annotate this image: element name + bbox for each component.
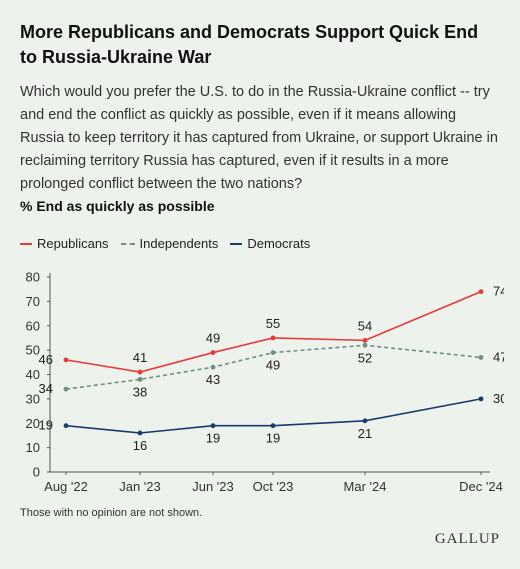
- y-tick-label: 60: [26, 318, 40, 333]
- data-point-republicans: [210, 350, 216, 355]
- data-point-republicans: [270, 335, 276, 341]
- x-tick-label: Aug '22: [44, 479, 88, 494]
- chart-title: More Republicans and Democrats Support Q…: [20, 22, 479, 67]
- data-label-independents: 52: [358, 350, 372, 365]
- data-label-democrats: 16: [133, 438, 147, 453]
- data-point-democrats: [210, 423, 216, 429]
- data-label-republicans: 54: [358, 318, 372, 333]
- y-tick-label: 40: [26, 367, 40, 382]
- series-line-republicans: [65, 290, 482, 373]
- x-tick-label: Mar '24: [344, 479, 387, 494]
- data-label-independents: 47: [493, 349, 504, 364]
- data-label-democrats: 21: [358, 426, 372, 441]
- data-label-independents: 38: [133, 384, 147, 399]
- data-point-independents: [210, 364, 216, 370]
- data-label-democrats: 19: [206, 431, 220, 446]
- x-tick-label: Jan '23: [119, 479, 161, 494]
- legend-label-independents: Independents: [139, 236, 219, 251]
- data-label-republicans: 74: [493, 284, 504, 299]
- footnote: Those with no opinion are not shown.: [20, 507, 203, 519]
- legend-item-republicans: Republicans: [20, 236, 109, 251]
- chart-subtitle: % End as quickly as possible: [20, 198, 215, 214]
- data-point-republicans: [137, 369, 143, 375]
- data-point-democrats: [478, 396, 484, 402]
- line-chart: 0 10 20 30 40 50 60 70 80 Aug '22 Jan '23 Jun '23 Oc…: [26, 270, 504, 495]
- y-tick-label: 50: [26, 343, 40, 358]
- data-point-independents: [137, 376, 143, 382]
- x-tick-label: Dec '24: [459, 479, 503, 494]
- data-point-independents: [270, 350, 276, 355]
- data-point-independents: [63, 386, 69, 392]
- legend-swatch-independents: [120, 242, 135, 245]
- data-point-independents: [478, 355, 484, 360]
- gallup-logo: GALLUP: [434, 531, 500, 547]
- series-line-independents: [65, 344, 482, 390]
- legend-swatch-republicans: [20, 242, 32, 245]
- data-point-democrats: [137, 430, 143, 436]
- y-tick-label: 20: [26, 416, 40, 431]
- data-point-democrats: [362, 418, 368, 424]
- y-tick-label: 0: [33, 465, 40, 480]
- legend-item-independents: Independents: [120, 236, 219, 251]
- x-tick-label: Jun '23: [192, 479, 234, 494]
- y-tick-label: 10: [26, 440, 40, 455]
- y-tick-label: 70: [26, 294, 40, 309]
- data-point-republicans: [63, 357, 69, 363]
- data-point-republicans: [478, 289, 484, 295]
- data-label-independents: 34: [39, 381, 53, 396]
- legend: Republicans Independents Democrats: [20, 236, 310, 251]
- data-label-republicans: 41: [133, 350, 147, 365]
- legend-label-republicans: Republicans: [37, 236, 109, 251]
- legend-item-democrats: Democrats: [230, 236, 310, 251]
- data-point-independents: [362, 342, 368, 348]
- data-label-republicans: 46: [39, 352, 53, 367]
- survey-question: Which would you prefer the U.S. to do in…: [20, 84, 498, 192]
- y-tick-label: 30: [26, 391, 40, 406]
- data-label-independents: 49: [266, 358, 280, 373]
- data-label-republicans: 55: [266, 316, 280, 331]
- series-line-democrats: [65, 398, 482, 434]
- legend-swatch-democrats: [230, 242, 243, 245]
- data-point-democrats: [270, 423, 276, 429]
- data-label-democrats: 30: [493, 391, 504, 406]
- x-tick-label: Oct '23: [253, 479, 294, 494]
- data-label-democrats: 19: [39, 418, 53, 433]
- data-label-republicans: 49: [206, 331, 220, 346]
- data-point-democrats: [63, 423, 69, 429]
- legend-label-democrats: Democrats: [247, 236, 311, 251]
- data-point-republicans: [362, 337, 368, 343]
- data-label-democrats: 19: [266, 431, 280, 446]
- data-label-independents: 43: [206, 372, 220, 387]
- y-tick-label: 80: [26, 270, 40, 285]
